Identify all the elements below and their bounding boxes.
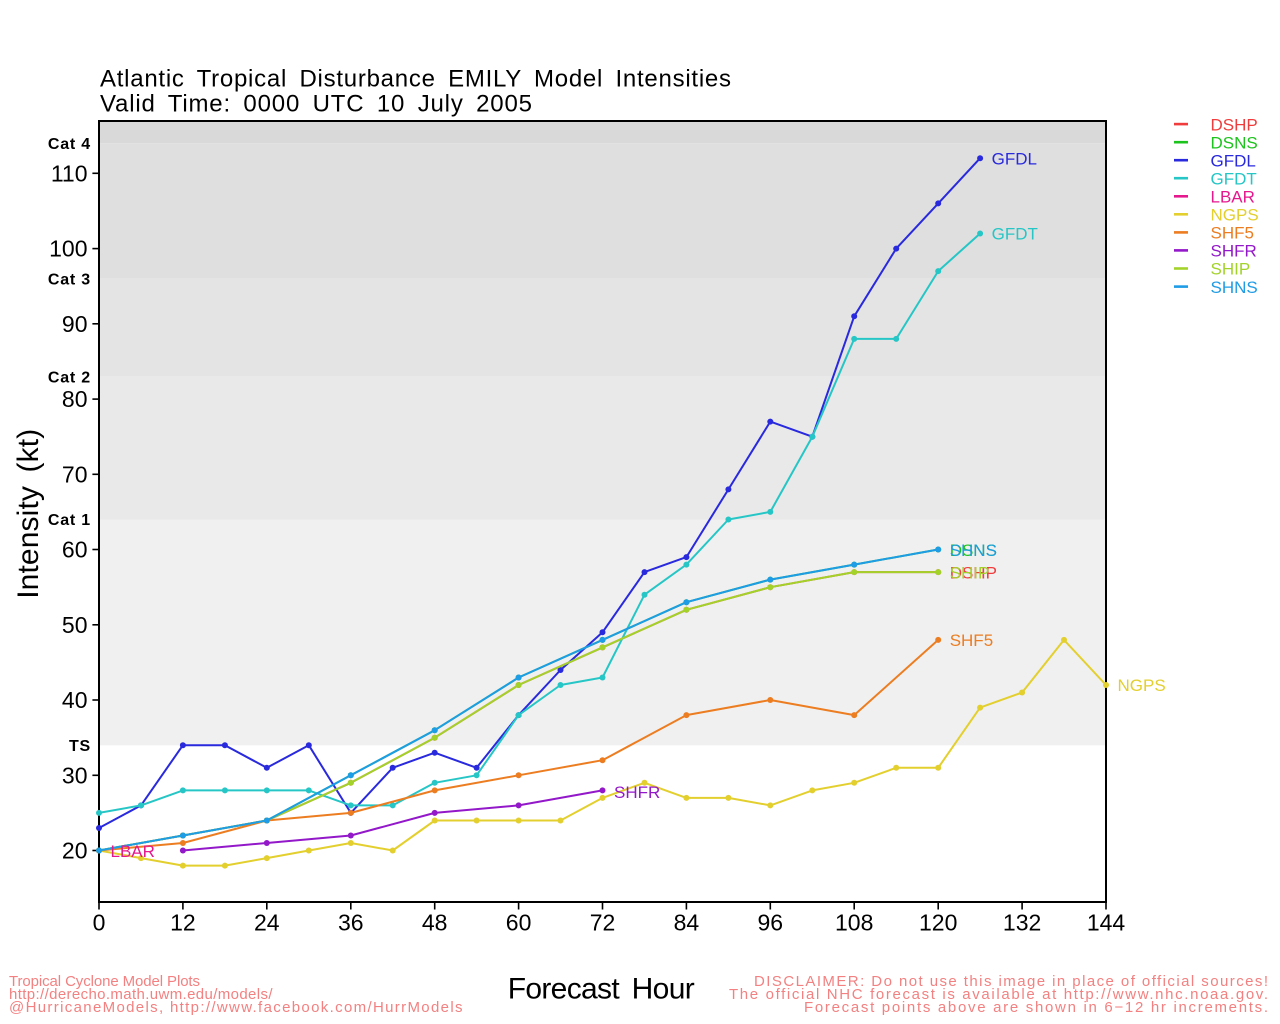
svg-text:Cat 4: Cat 4 bbox=[48, 136, 91, 153]
svg-text:Forecast points above are show: Forecast points above are shown in 6−12 … bbox=[804, 999, 1268, 1016]
svg-text:Cat 3: Cat 3 bbox=[48, 271, 91, 288]
svg-text:DSHP: DSHP bbox=[950, 563, 997, 582]
svg-text:30: 30 bbox=[62, 762, 88, 788]
svg-text:Intensity (kt): Intensity (kt) bbox=[12, 429, 45, 599]
svg-text:DSHP: DSHP bbox=[1211, 115, 1258, 134]
svg-text:SHF5: SHF5 bbox=[950, 631, 993, 650]
svg-text:72: 72 bbox=[590, 910, 616, 936]
svg-text:LBAR: LBAR bbox=[1211, 188, 1255, 207]
svg-text:100: 100 bbox=[49, 236, 87, 262]
svg-text:96: 96 bbox=[758, 910, 784, 936]
svg-text:40: 40 bbox=[62, 687, 88, 713]
svg-text:70: 70 bbox=[62, 461, 88, 487]
svg-text:60: 60 bbox=[62, 537, 88, 563]
svg-text:GFDT: GFDT bbox=[1211, 169, 1257, 188]
svg-text:36: 36 bbox=[338, 910, 364, 936]
svg-text:50: 50 bbox=[62, 612, 88, 638]
svg-text:24: 24 bbox=[254, 910, 280, 936]
svg-text:90: 90 bbox=[62, 311, 88, 337]
svg-text:SHNS: SHNS bbox=[950, 541, 997, 560]
svg-text:GFDL: GFDL bbox=[992, 149, 1037, 168]
svg-text:LBAR: LBAR bbox=[111, 842, 155, 861]
svg-text:Tropical Cyclone Model Plots: Tropical Cyclone Model Plots bbox=[9, 973, 200, 990]
svg-text:NGPS: NGPS bbox=[1211, 206, 1259, 225]
svg-text:The official NHC forecast is a: The official NHC forecast is available a… bbox=[729, 986, 1268, 1003]
svg-text:TS: TS bbox=[69, 738, 91, 755]
svg-text:60: 60 bbox=[506, 910, 532, 936]
svg-text:Cat 1: Cat 1 bbox=[48, 512, 91, 529]
svg-text:SHIP: SHIP bbox=[950, 563, 990, 582]
svg-text:0: 0 bbox=[93, 910, 106, 936]
svg-text:108: 108 bbox=[835, 910, 873, 936]
svg-text:144: 144 bbox=[1087, 910, 1126, 936]
svg-text:SHNS: SHNS bbox=[1211, 278, 1258, 297]
svg-text:SHFR: SHFR bbox=[614, 783, 660, 802]
svg-text:GFDL: GFDL bbox=[1211, 151, 1256, 170]
svg-text:110: 110 bbox=[51, 160, 88, 186]
svg-text:http://derecho.math.uwm.edu/mo: http://derecho.math.uwm.edu/models/ bbox=[9, 986, 273, 1003]
svg-text:Valid Time: 0000 UTC 10 July 2: Valid Time: 0000 UTC 10 July 2005 bbox=[100, 90, 532, 117]
svg-text:Atlantic Tropical Disturbance: Atlantic Tropical Disturbance EMILY Mode… bbox=[100, 65, 731, 92]
svg-text:80: 80 bbox=[62, 386, 88, 412]
svg-text:GFDT: GFDT bbox=[992, 225, 1038, 244]
svg-text:NGPS: NGPS bbox=[1118, 676, 1166, 695]
svg-text:Forecast Hour: Forecast Hour bbox=[508, 973, 695, 1006]
svg-text:@HurricaneModels, http://www.f: @HurricaneModels, http://www.facebook.co… bbox=[9, 999, 463, 1016]
svg-text:DSNS: DSNS bbox=[950, 541, 997, 560]
svg-text:12: 12 bbox=[170, 910, 196, 936]
svg-text:SHF5: SHF5 bbox=[1211, 224, 1254, 243]
svg-text:48: 48 bbox=[422, 910, 448, 936]
svg-text:132: 132 bbox=[1003, 910, 1041, 936]
svg-text:Cat 2: Cat 2 bbox=[48, 369, 91, 386]
svg-text:DSNS: DSNS bbox=[1211, 133, 1258, 152]
svg-text:84: 84 bbox=[674, 910, 700, 936]
svg-text:20: 20 bbox=[62, 838, 88, 864]
svg-text:120: 120 bbox=[919, 910, 957, 936]
svg-text:SHFR: SHFR bbox=[1211, 242, 1257, 261]
svg-text:SHIP: SHIP bbox=[1211, 260, 1251, 279]
